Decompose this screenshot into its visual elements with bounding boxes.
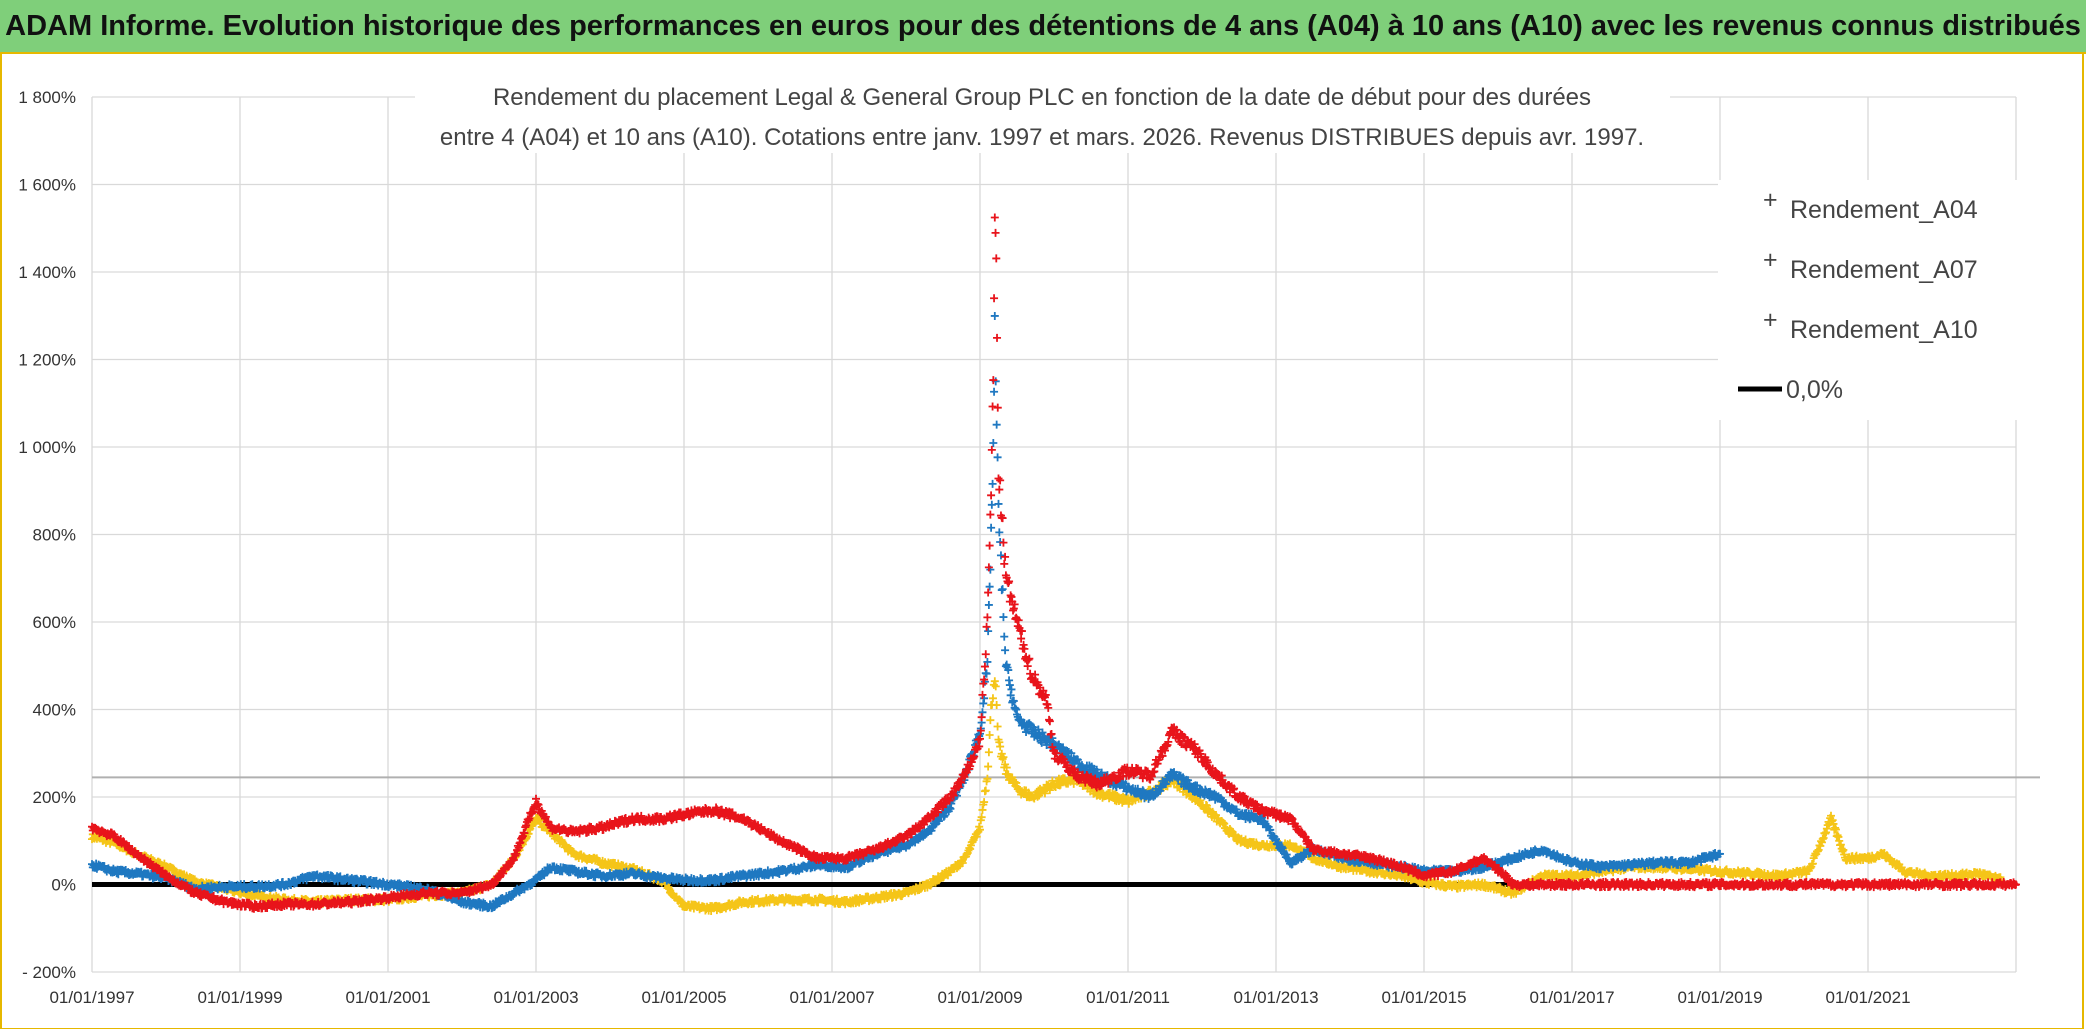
- x-tick-label: 01/01/2005: [641, 988, 726, 1007]
- y-tick-label: 200%: [33, 788, 76, 807]
- data-point: [996, 742, 1005, 751]
- y-tick-label: 1 400%: [18, 263, 76, 282]
- x-tick-label: 01/01/2003: [493, 988, 578, 1007]
- y-tick-label: 600%: [33, 613, 76, 632]
- data-point: [984, 748, 993, 757]
- data-point: [988, 694, 997, 703]
- data-point: [988, 479, 997, 488]
- data-point: [992, 701, 1001, 710]
- data-point: [986, 716, 995, 725]
- data-point: [1202, 801, 1211, 810]
- data-point: [999, 613, 1008, 622]
- x-axis-ticks: 01/01/1997 01/01/1999 01/01/2001 01/01/2003…: [49, 988, 1910, 1007]
- data-point: [985, 730, 994, 739]
- data-point: [992, 420, 1001, 429]
- data-point: [998, 585, 1007, 594]
- report-banner-title: ADAM Informe. Evolution historique des p…: [0, 0, 2086, 54]
- data-point: [993, 722, 1002, 731]
- data-point: [1005, 681, 1014, 690]
- x-tick-label: 01/01/1997: [49, 988, 134, 1007]
- y-tick-label: 1 800%: [18, 88, 76, 107]
- data-point: [985, 582, 994, 591]
- data-point: [984, 762, 993, 771]
- y-tick-label: - 200%: [22, 963, 76, 982]
- data-point: [990, 387, 999, 396]
- data-point: [1001, 646, 1010, 655]
- y-tick-label: 800%: [33, 526, 76, 545]
- x-tick-label: 01/01/2001: [345, 988, 430, 1007]
- x-tick-label: 01/01/1999: [197, 988, 282, 1007]
- x-tick-label: 01/01/2017: [1529, 988, 1614, 1007]
- x-tick-label: 01/01/2021: [1825, 988, 1910, 1007]
- data-point: [984, 627, 993, 636]
- data-point: [990, 311, 999, 320]
- data-point: [993, 453, 1002, 462]
- data-point: [1007, 685, 1016, 694]
- data-point: [980, 798, 989, 807]
- data-point: [1000, 632, 1009, 641]
- series-rendement-a07: [88, 311, 1724, 913]
- chart-frame: [0, 52, 2084, 1029]
- data-point: [991, 682, 1000, 691]
- x-tick-label: 01/01/2015: [1381, 988, 1466, 1007]
- data-point: [976, 825, 984, 834]
- x-tick-label: 01/01/2019: [1677, 988, 1762, 1007]
- y-tick-label: 1 600%: [18, 176, 76, 195]
- chart-series: [88, 213, 2020, 915]
- data-point: [995, 528, 1004, 537]
- x-tick-label: 01/01/2007: [789, 988, 874, 1007]
- chart-grid: [91, 96, 2040, 973]
- data-point: [981, 786, 990, 795]
- y-tick-label: 0%: [51, 876, 76, 895]
- y-axis-ticks: - 200% 0% 200% 400% 600% 800% 1 000% 1 200% 1 40…: [18, 88, 76, 982]
- x-tick-label: 01/01/2011: [1086, 988, 1170, 1007]
- y-tick-label: 1 000%: [18, 438, 76, 457]
- data-point: [983, 774, 992, 783]
- data-point: [999, 753, 1008, 762]
- data-point: [994, 499, 1003, 508]
- x-tick-label: 01/01/2009: [937, 988, 1022, 1007]
- x-tick-label: 01/01/2013: [1233, 988, 1318, 1007]
- data-point: [990, 677, 999, 686]
- data-point: [996, 551, 1005, 560]
- data-point: [987, 523, 996, 532]
- data-point: [977, 813, 986, 822]
- data-point: [984, 600, 993, 609]
- data-point: [989, 438, 998, 447]
- y-tick-label: 1 200%: [18, 351, 76, 370]
- y-tick-label: 400%: [33, 701, 76, 720]
